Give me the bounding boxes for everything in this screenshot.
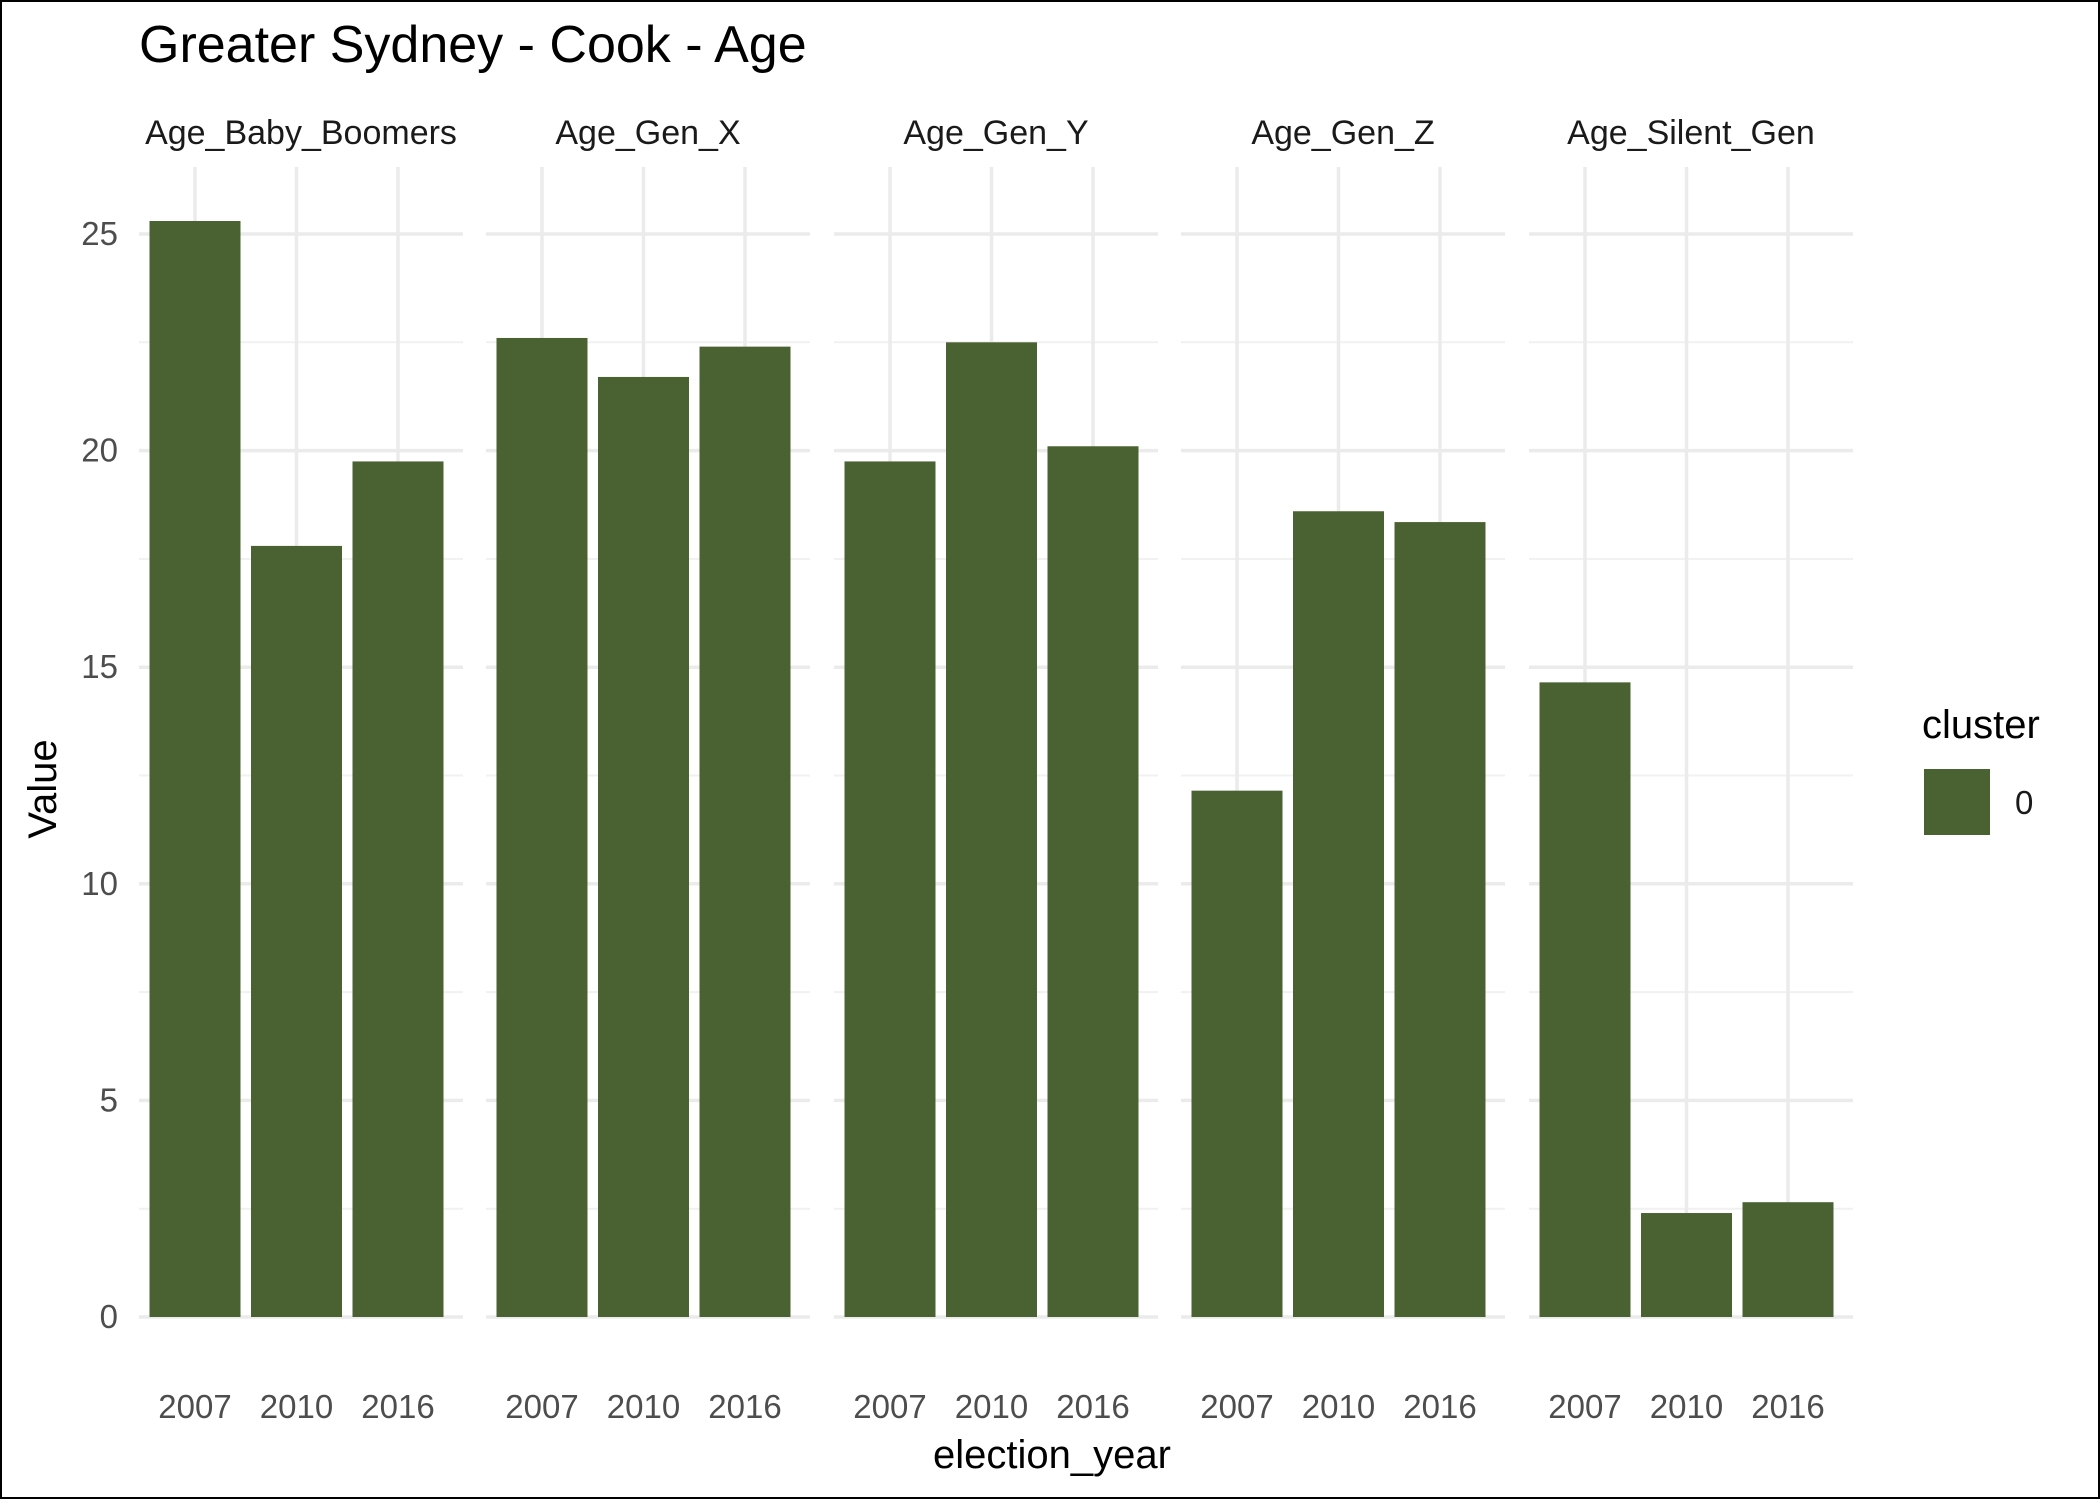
bar-Age_Baby_Boomers-2010: [251, 545, 342, 1317]
bar-Age_Silent_Gen-2016: [1742, 1202, 1834, 1317]
bar-Age_Gen_Z-2016: [1394, 522, 1486, 1317]
y-tick-label: 20: [81, 432, 118, 469]
facet-panel-Age_Silent_Gen: Age_Silent_Gen 2007 2010 2016: [1529, 114, 1853, 1425]
bar-Age_Silent_Gen-2010: [1641, 1213, 1732, 1317]
bar-Age_Gen_Y-2010: [946, 342, 1037, 1317]
facet-strip-label: Age_Silent_Gen: [1567, 114, 1815, 152]
facet-strip-label: Age_Gen_Y: [903, 114, 1088, 152]
legend-title: cluster: [1922, 703, 2040, 747]
bar-Age_Baby_Boomers-2016: [352, 461, 444, 1317]
y-tick-label: 15: [81, 648, 118, 685]
bar-Age_Gen_X-2010: [598, 376, 689, 1317]
bar-Age_Gen_Y-2016: [1047, 446, 1139, 1317]
x-tick-label: 2007: [1200, 1388, 1273, 1425]
bar-Age_Gen_Z-2010: [1293, 511, 1384, 1317]
facet-panel-Age_Gen_Z: Age_Gen_Z 2007 2010 2016: [1181, 114, 1505, 1425]
facet-panel-Age_Gen_X: Age_Gen_X 2007 2010 2016: [486, 114, 810, 1425]
y-tick-label: 25: [81, 215, 118, 252]
bar-Age_Gen_X-2007: [496, 337, 588, 1317]
x-tick-label: 2010: [1302, 1388, 1375, 1425]
facet-panel-Age_Baby_Boomers: Age_Baby_Boomers 2007 2010 2016: [139, 114, 463, 1425]
x-tick-label: 2016: [361, 1388, 434, 1425]
y-axis-title: Value: [21, 739, 65, 838]
x-tick-label: 2010: [1650, 1388, 1723, 1425]
facet-strip-label: Age_Gen_X: [555, 114, 740, 152]
x-tick-label: 2007: [1548, 1388, 1621, 1425]
bar-Age_Gen_Z-2007: [1191, 790, 1283, 1317]
x-axis-title: election_year: [933, 1433, 1171, 1477]
y-axis: 0 5 10 15 20 25: [81, 215, 118, 1335]
x-tick-label: 2007: [505, 1388, 578, 1425]
facet-strip-label: Age_Gen_Z: [1251, 114, 1434, 152]
facet-strip-label: Age_Baby_Boomers: [145, 114, 457, 152]
x-tick-label: 2016: [1403, 1388, 1476, 1425]
bar-Age_Silent_Gen-2007: [1539, 682, 1631, 1317]
x-tick-label: 2016: [1056, 1388, 1129, 1425]
y-tick-label: 10: [81, 865, 118, 902]
facet-panels: Age_Baby_Boomers 2007 2010 2016 Age_Gen_X 200…: [139, 114, 1853, 1425]
x-tick-label: 2016: [1751, 1388, 1824, 1425]
x-tick-label: 2016: [708, 1388, 781, 1425]
x-tick-label: 2007: [158, 1388, 231, 1425]
legend-key-0: [1924, 769, 1990, 835]
y-tick-label: 5: [100, 1081, 118, 1118]
x-tick-label: 2010: [607, 1388, 680, 1425]
x-tick-label: 2007: [853, 1388, 926, 1425]
x-tick-label: 2010: [955, 1388, 1028, 1425]
bar-Age_Gen_Y-2007: [844, 461, 936, 1317]
legend: cluster 0: [1922, 703, 2040, 835]
legend-label-0: 0: [2015, 784, 2033, 821]
chart-title: Greater Sydney - Cook - Age: [139, 16, 807, 74]
y-tick-label: 0: [100, 1298, 118, 1335]
bar-Age_Baby_Boomers-2007: [149, 221, 241, 1317]
x-tick-label: 2010: [260, 1388, 333, 1425]
bar-Age_Gen_X-2016: [699, 346, 791, 1318]
facet-panel-Age_Gen_Y: Age_Gen_Y 2007 2010 2016: [834, 114, 1158, 1425]
